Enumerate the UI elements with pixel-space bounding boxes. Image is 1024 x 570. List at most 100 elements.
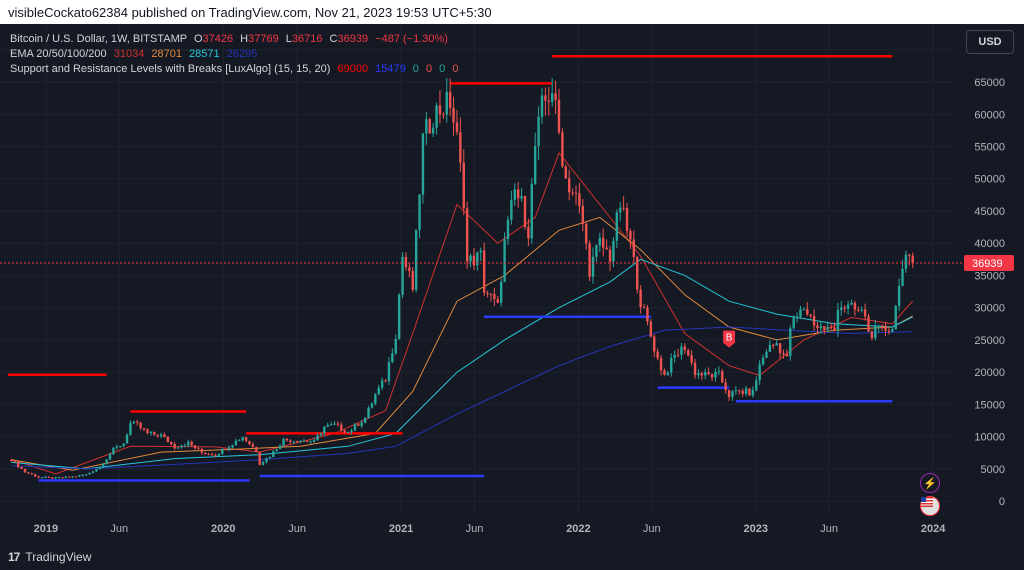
candle-body xyxy=(721,371,724,383)
candle-body xyxy=(867,316,870,332)
currency-button[interactable]: USD xyxy=(966,30,1014,54)
candle-body xyxy=(217,453,221,456)
candle-body xyxy=(557,99,561,133)
flag-graphic xyxy=(921,497,933,507)
candle-body xyxy=(639,289,642,308)
candle-body xyxy=(816,325,819,329)
candle-body xyxy=(578,193,581,206)
open-value: 37426 xyxy=(202,33,234,45)
sr-zero-4: 0 xyxy=(452,63,459,75)
candle-body xyxy=(119,446,122,448)
candle-body xyxy=(625,208,629,231)
candle-body xyxy=(30,473,34,475)
candle-body xyxy=(255,447,258,452)
candle-body xyxy=(105,459,108,464)
candle-body xyxy=(231,445,234,448)
candle-body xyxy=(418,194,421,230)
candle-body xyxy=(166,436,170,443)
candle-body xyxy=(149,431,153,433)
candle-body xyxy=(782,353,785,355)
candle-body xyxy=(445,91,448,115)
y-tick-label: 0 xyxy=(999,496,1005,508)
candle-body xyxy=(251,444,255,448)
break-marker-label: B xyxy=(726,333,733,344)
candle-body xyxy=(568,178,571,193)
candle-body xyxy=(442,114,445,116)
candle-body xyxy=(846,304,850,309)
candle-body xyxy=(710,374,714,378)
candle-body xyxy=(343,430,346,433)
sr-zero-3: 0 xyxy=(439,63,446,75)
grid-lines xyxy=(0,24,955,514)
candle-body xyxy=(95,469,98,472)
candle-body xyxy=(384,380,387,382)
chart-area[interactable]: 7000065000600005500050000450004000035000… xyxy=(0,24,1024,544)
candle-body xyxy=(292,441,295,443)
us-flag-icon[interactable] xyxy=(920,496,940,516)
candle-body xyxy=(585,223,588,244)
candle-body xyxy=(156,434,159,437)
candle-body xyxy=(537,116,540,146)
legend-ema-row: EMA 20/50/100/200 31034 28701 28571 2629… xyxy=(10,47,458,62)
price-chart[interactable]: 7000065000600005500050000450004000035000… xyxy=(0,24,1024,544)
x-tick-label: Jun xyxy=(110,523,128,535)
candle-body xyxy=(207,454,210,456)
y-tick-label: 60000 xyxy=(974,109,1005,121)
high-label: H xyxy=(240,33,249,45)
y-tick-label: 40000 xyxy=(974,238,1005,250)
candle-body xyxy=(401,256,404,295)
candle-body xyxy=(802,309,806,311)
x-tick-label: Jun xyxy=(288,523,306,535)
candle-body xyxy=(353,424,357,431)
candle-body xyxy=(680,346,683,355)
candle-body xyxy=(670,357,673,373)
candle-body xyxy=(741,390,744,394)
candle-body xyxy=(687,350,690,356)
candle-body xyxy=(329,424,333,426)
ema-line-ema100 xyxy=(11,258,913,470)
candle-body xyxy=(367,407,370,418)
candle-body xyxy=(438,105,442,115)
candle-body xyxy=(673,354,676,358)
close-label: C xyxy=(329,33,338,45)
publish-text: visibleCockato62384 published on Trading… xyxy=(8,5,492,20)
candle-body xyxy=(785,353,789,356)
candle-body xyxy=(275,449,278,452)
candle-body xyxy=(309,441,312,443)
break-marker: B xyxy=(723,330,736,348)
candle-body xyxy=(554,93,557,100)
tradingview-logo[interactable]: 17 TradingView xyxy=(8,550,91,564)
candle-body xyxy=(683,346,687,351)
candle-body xyxy=(860,309,863,311)
ema-line-ema50 xyxy=(11,216,913,471)
candle-body xyxy=(295,441,299,443)
candle-body xyxy=(656,351,659,359)
open-label: O xyxy=(193,33,203,45)
candle-body xyxy=(819,326,823,329)
candle-body xyxy=(530,183,533,239)
candle-body xyxy=(139,422,142,428)
candle-body xyxy=(187,441,190,446)
candle-body xyxy=(136,421,139,423)
candle-body xyxy=(227,447,231,450)
x-tick-label: 2021 xyxy=(389,523,413,535)
candle-body xyxy=(241,437,244,441)
candle-body xyxy=(387,362,391,382)
candle-body xyxy=(574,192,578,194)
ema-lines xyxy=(11,151,914,475)
current-price-tag-bg xyxy=(964,254,1014,271)
low-value: 36716 xyxy=(291,33,323,45)
footer-bar: 17 TradingView xyxy=(0,544,1024,570)
candle-body xyxy=(272,451,275,458)
candle-body xyxy=(833,327,836,331)
candle-body xyxy=(707,372,710,375)
candle-body xyxy=(183,445,187,447)
legend-symbol-row: Bitcoin / U.S. Dollar, 1W, BITSTAMP O374… xyxy=(10,32,458,47)
candle-body xyxy=(71,476,74,478)
ema50-value: 28701 xyxy=(151,48,182,60)
candle-body xyxy=(714,371,717,378)
lightning-icon[interactable]: ⚡ xyxy=(920,473,940,493)
candle-body xyxy=(54,477,57,479)
sr-zero-2: 0 xyxy=(425,63,433,75)
candle-body xyxy=(380,380,384,388)
